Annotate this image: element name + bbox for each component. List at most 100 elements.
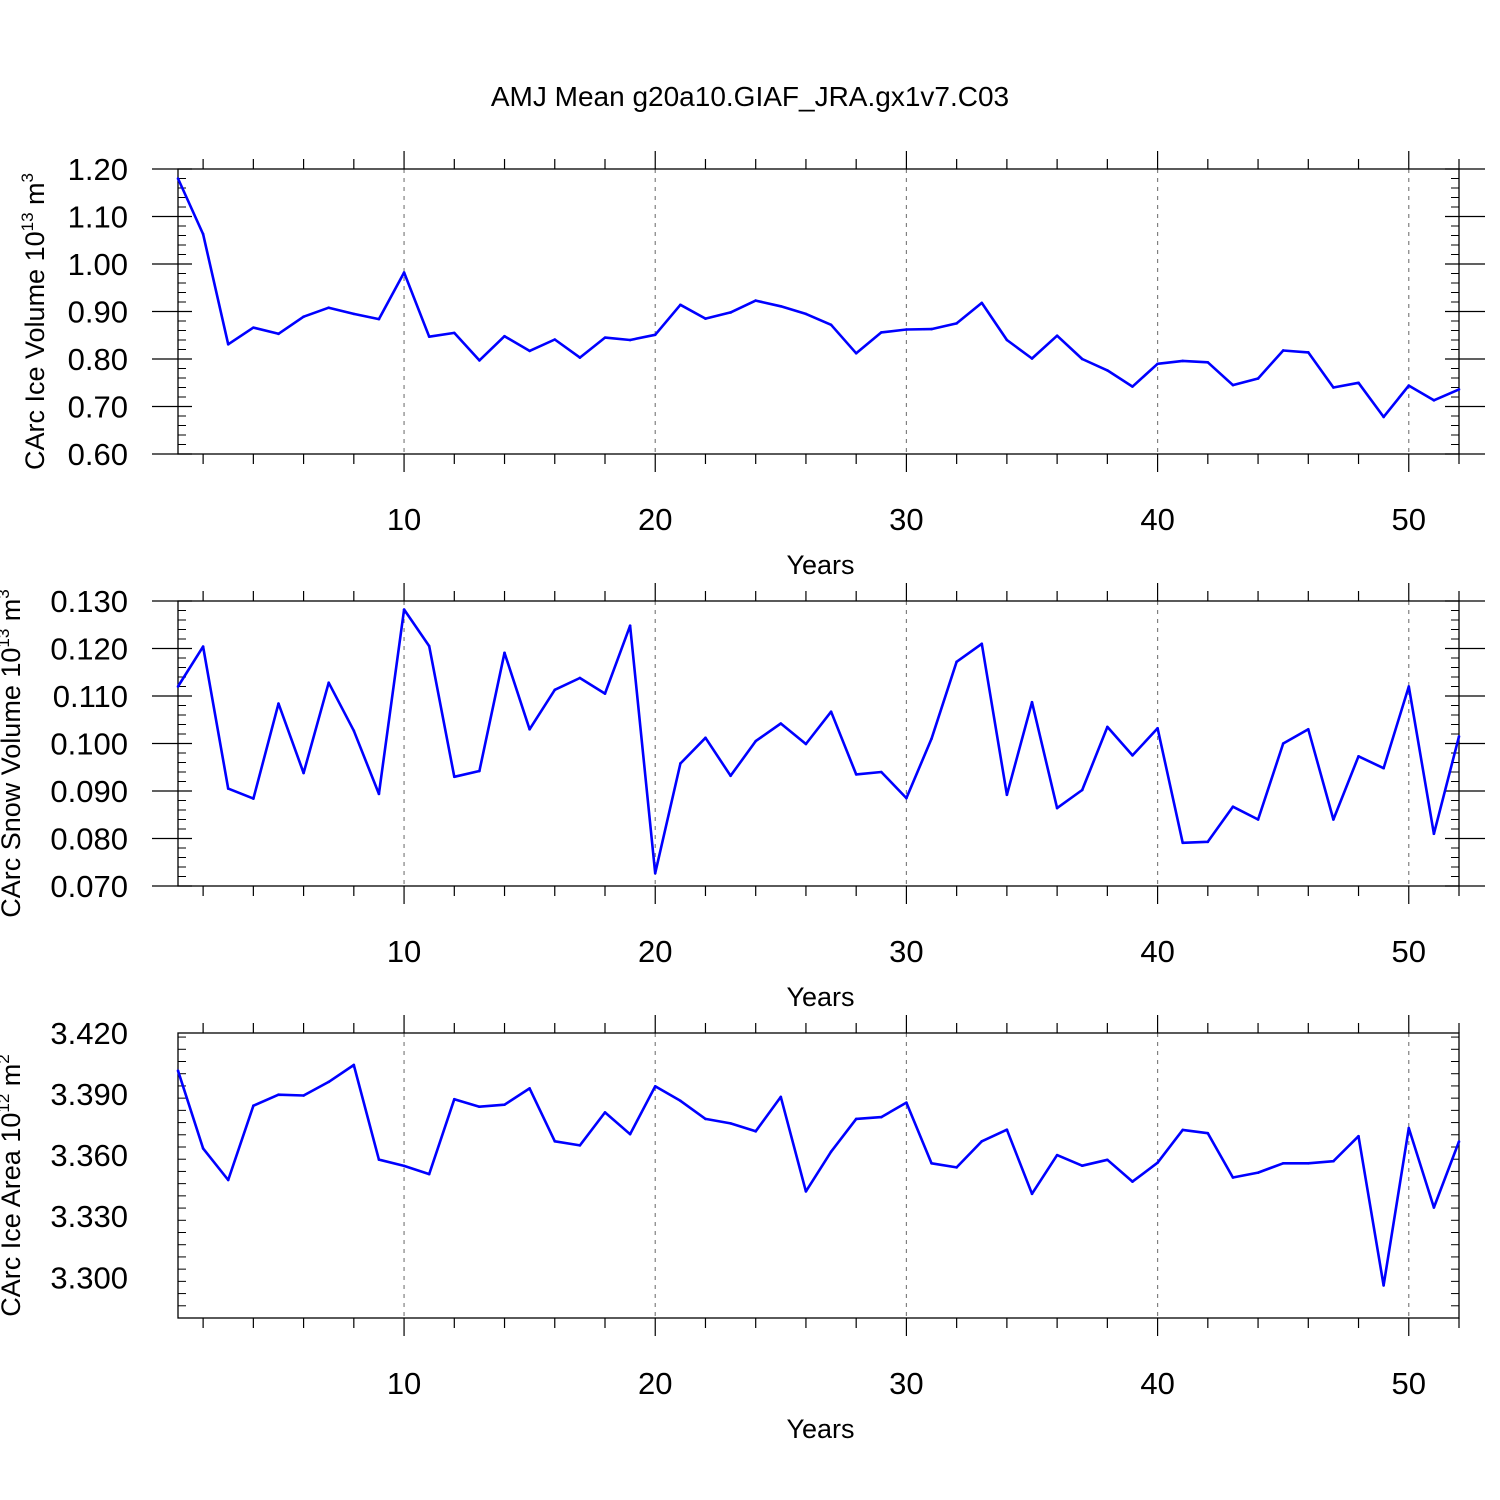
data-point	[1256, 818, 1260, 821]
data-point	[1131, 385, 1134, 388]
data-point	[905, 796, 908, 800]
x-tick-label: 40	[1140, 934, 1174, 969]
data-point	[603, 692, 607, 695]
series-line	[176, 608, 1461, 875]
x-tick-label: 20	[638, 502, 672, 537]
data-point	[1106, 1158, 1109, 1162]
data-point	[302, 1094, 305, 1097]
data-point	[628, 624, 632, 627]
y-tick-label: 0.110	[53, 679, 128, 714]
data-point	[1030, 700, 1034, 704]
data-point	[804, 1190, 808, 1193]
data-point	[653, 1085, 657, 1088]
data-point	[1080, 1164, 1084, 1168]
data-point	[578, 676, 582, 680]
data-point	[704, 1117, 707, 1121]
data-point	[1206, 1131, 1210, 1135]
chart-panel-2: 10 20 30 40 50 0.070 0.080 0.090 0.100 0.110 0.120…	[0, 583, 1485, 1012]
x-tick-label: 10	[387, 934, 421, 969]
y-tick-label: 3.360	[50, 1138, 128, 1173]
data-point	[201, 232, 205, 236]
y-tick-label: 0.130	[50, 584, 128, 619]
data-point	[1080, 788, 1084, 792]
data-point	[427, 335, 431, 338]
data-point	[930, 327, 933, 331]
data-point	[352, 729, 356, 732]
data-point	[201, 1147, 205, 1150]
data-point	[653, 871, 657, 875]
data-point	[628, 338, 632, 342]
plot-frame	[177, 168, 1460, 455]
data-point	[327, 681, 331, 684]
data-point	[930, 1161, 933, 1165]
data-point	[1306, 1161, 1310, 1165]
x-tick-label: 20	[638, 1366, 672, 1401]
data-point	[980, 1140, 984, 1143]
data-point	[704, 736, 707, 740]
data-point	[452, 331, 456, 335]
data-point	[1357, 381, 1360, 385]
data-point	[478, 769, 481, 773]
data-point	[804, 312, 808, 316]
data-point	[829, 1150, 833, 1153]
x-tick-label: 20	[638, 934, 672, 969]
data-point	[176, 1069, 180, 1072]
data-point	[1256, 1171, 1260, 1174]
data-point	[679, 762, 682, 765]
x-tick-label: 40	[1140, 502, 1174, 537]
data-point	[729, 1122, 732, 1125]
data-point	[1005, 1128, 1009, 1131]
data-point	[1407, 685, 1411, 688]
data-point	[277, 1093, 280, 1096]
data-point	[779, 722, 783, 725]
y-tick-label: 0.100	[50, 727, 128, 762]
data-point	[679, 303, 682, 307]
data-point	[427, 1172, 431, 1176]
data-point	[553, 338, 557, 341]
data-point	[226, 1178, 230, 1182]
y-axis-label: CArc Ice Volume 1013 m3	[18, 173, 50, 470]
data-point	[503, 334, 506, 338]
data-point	[1055, 1153, 1059, 1157]
data-point	[402, 271, 406, 274]
x-tick-label: 30	[889, 502, 923, 537]
y-tick-label: 3.420	[50, 1016, 128, 1051]
data-point	[754, 1130, 758, 1133]
data-point	[478, 1105, 481, 1108]
data-point	[252, 1104, 255, 1107]
data-point	[176, 685, 180, 688]
data-point	[1181, 1128, 1185, 1132]
x-tick-label: 30	[889, 934, 923, 969]
data-point	[252, 797, 255, 800]
data-point	[1005, 793, 1009, 797]
data-point	[1181, 359, 1185, 363]
data-point	[1332, 818, 1335, 821]
data-point	[930, 737, 933, 741]
data-point	[327, 1080, 331, 1084]
data-point	[578, 356, 582, 359]
series-line	[176, 177, 1460, 419]
y-tick-label: 0.120	[50, 632, 128, 667]
data-point	[402, 1164, 406, 1168]
data-point	[679, 1099, 682, 1103]
data-point	[1281, 742, 1285, 745]
data-point	[478, 359, 481, 362]
chart-panel-3: 10 20 30 40 50 3.300 3.330 3.360 3.390 3.420 Years…	[0, 1015, 1461, 1444]
data-point	[980, 642, 984, 646]
data-point	[377, 317, 381, 321]
data-point	[402, 608, 406, 611]
y-tick-label: 0.090	[50, 774, 128, 809]
data-point	[277, 332, 280, 336]
data-point	[829, 323, 833, 327]
data-point	[754, 739, 758, 743]
data-point	[1030, 357, 1034, 360]
data-point	[1332, 386, 1335, 389]
data-point	[955, 660, 958, 664]
data-point	[1357, 1134, 1360, 1138]
y-tick-label: 3.330	[50, 1199, 128, 1234]
y-axis-label: CArc Ice Area 1012 m2	[0, 1054, 26, 1317]
chart-panel-1: 10 20 30 40 50 0.60 0.70 0.80 0.90 1.00 1.10 1.20 Ye…	[18, 151, 1485, 580]
y-tick-label: 3.300	[50, 1260, 128, 1295]
data-point	[729, 774, 732, 778]
